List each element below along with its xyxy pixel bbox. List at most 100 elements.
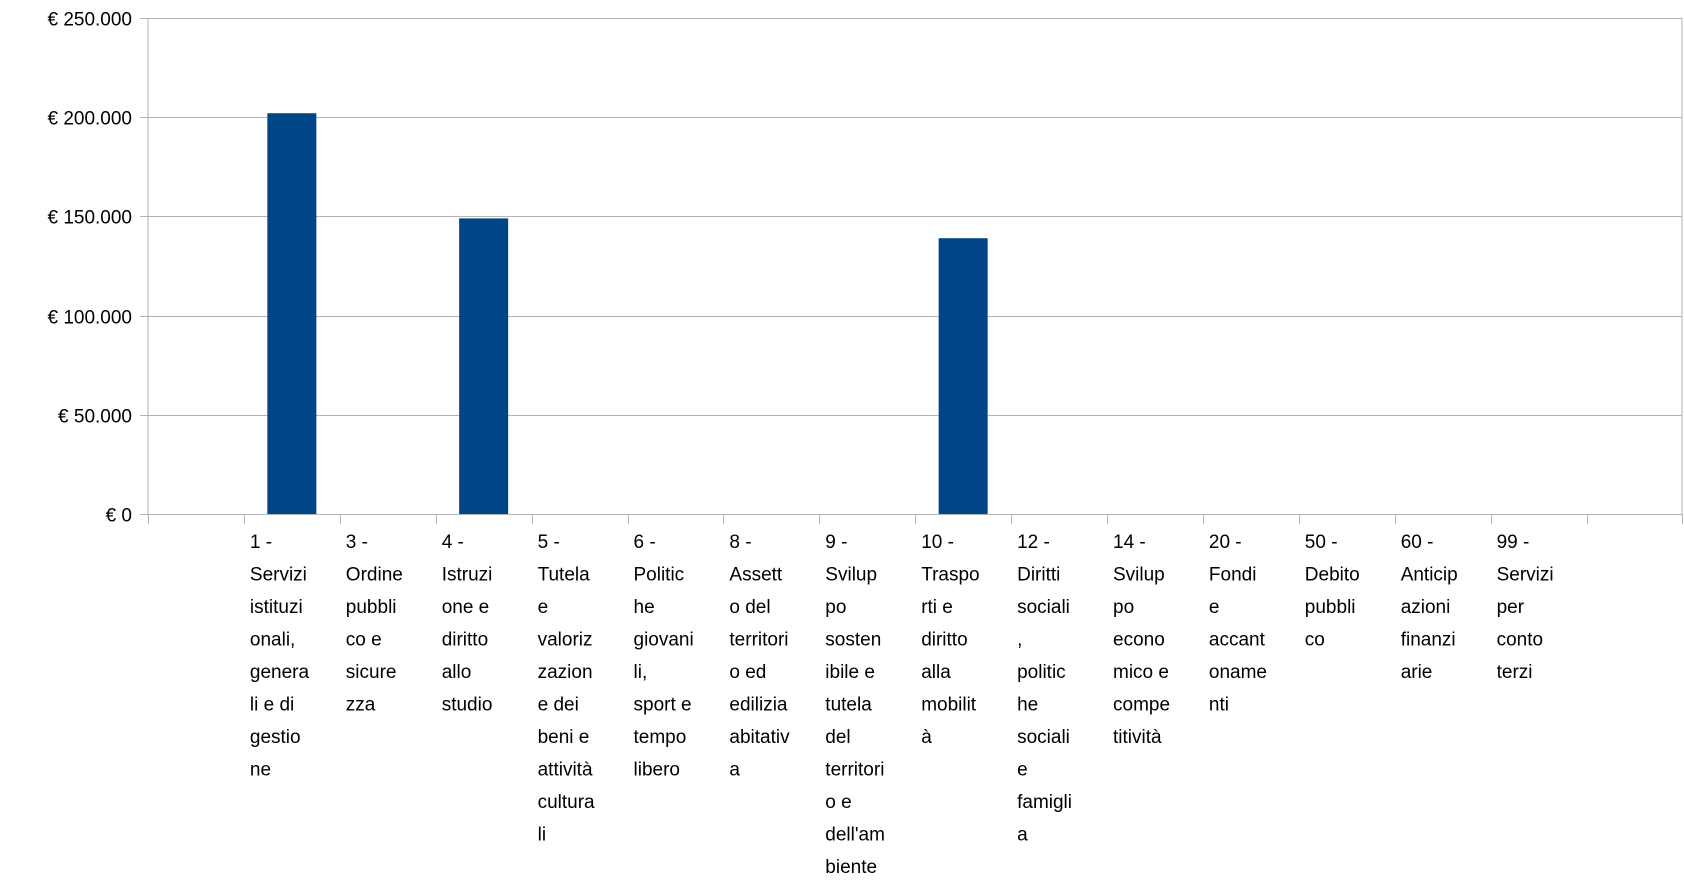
x-category-label-line: 1 -: [250, 532, 272, 553]
x-category-label-line: Svilup: [825, 565, 877, 586]
x-category-label-line: e: [538, 597, 549, 618]
x-category-label-line: Politic: [634, 565, 685, 586]
x-category-label: 8 - Assett o del territori o ed edilizia abita…: [729, 532, 790, 781]
bar: [938, 238, 988, 514]
x-category-label-line: 5 -: [538, 532, 560, 553]
x-category-label-line: per: [1497, 597, 1525, 618]
x-category-label-line: e: [1017, 760, 1028, 781]
x-category-label-line: Istruzi: [442, 565, 493, 586]
x-category-label: 60 - Anticip azioni finanzi arie: [1401, 532, 1458, 683]
x-category-label-line: 3 -: [346, 532, 368, 553]
x-category-label-line: 50 -: [1305, 532, 1338, 553]
x-category-label-line: Diritti: [1017, 565, 1060, 586]
x-category-label-line: e: [1209, 597, 1220, 618]
y-tick-label: € 100.000: [47, 308, 132, 329]
x-category-label: 5 - Tutela e valoriz zazion e dei beni e attivi…: [538, 532, 595, 846]
x-category-label-line: oname: [1209, 662, 1267, 683]
x-category-label-line: sosten: [825, 630, 881, 651]
bar: [267, 113, 317, 515]
x-category-label-line: territori: [729, 630, 788, 651]
x-category-label-line: compe: [1113, 695, 1170, 716]
x-category-label-line: po: [825, 597, 846, 618]
x-category-label-line: libero: [634, 760, 680, 781]
x-category-label-line: he: [634, 597, 655, 618]
x-category-label: 99 - Servizi per conto terzi: [1497, 532, 1554, 683]
y-tick-label: € 250.000: [47, 10, 132, 31]
x-category-label-line: à: [921, 727, 932, 748]
x-category-label-line: arie: [1401, 662, 1433, 683]
x-category-label-line: zazion: [538, 662, 593, 683]
grid: [140, 18, 1682, 515]
x-category-label-line: li: [538, 825, 546, 846]
x-category-label-line: beni e: [538, 727, 590, 748]
x-category-label-line: ne: [250, 760, 271, 781]
x-category-label: 1 - Servizi istituzi onali, genera li e di ges…: [250, 532, 310, 781]
x-category-label-line: terzi: [1497, 662, 1533, 683]
x-category-label-line: politic: [1017, 662, 1066, 683]
x-category-label-line: finanzi: [1401, 630, 1456, 651]
x-category-label-line: Tutela: [538, 565, 591, 586]
x-category-label-line: genera: [250, 662, 310, 683]
x-category-label-line: sociali: [1017, 597, 1070, 618]
x-category-label-line: alla: [921, 662, 951, 683]
x-category-label-line: sociali: [1017, 727, 1070, 748]
x-category-label-line: zza: [346, 695, 376, 716]
x-category-label-line: Servizi: [250, 565, 307, 586]
x-category-label-line: gestio: [250, 727, 301, 748]
x-category-label-line: e dei: [538, 695, 579, 716]
x-category-label-line: co e: [346, 630, 382, 651]
x-category-label-line: tempo: [634, 727, 687, 748]
bar: [459, 218, 509, 514]
x-category-label-line: Fondi: [1209, 565, 1257, 586]
x-category-label-line: Traspo: [921, 565, 979, 586]
x-category-label-line: azioni: [1401, 597, 1451, 618]
x-category-label-line: diritto: [921, 630, 967, 651]
x-category-label-line: mobilit: [921, 695, 977, 716]
x-category-label-line: one e: [442, 597, 490, 618]
x-category-label-line: 12 -: [1017, 532, 1050, 553]
x-category-label-line: Debito: [1305, 565, 1360, 586]
x-category-label-line: titività: [1113, 727, 1162, 748]
x-category-label-line: abitativ: [729, 727, 790, 748]
x-category-label: 20 - Fondi e accant oname nti: [1209, 532, 1267, 716]
x-category-label-line: edilizia: [729, 695, 788, 716]
x-category-label: 3 - Ordine pubbli co e sicure zza: [346, 532, 403, 716]
x-category-label-line: sport e: [634, 695, 692, 716]
x-category-label: 12 - Diritti sociali, politic he sociali e fami…: [1017, 532, 1072, 846]
x-category-label: 4 - Istruzi one e diritto allo studio: [442, 532, 493, 716]
x-category-label-line: territori: [825, 760, 884, 781]
x-category-label-line: o del: [729, 597, 770, 618]
x-category-label-line: o ed: [729, 662, 766, 683]
x-category-label-line: 20 -: [1209, 532, 1242, 553]
x-category-label-line: 10 -: [921, 532, 954, 553]
x-axis-labels: 1 - Servizi istituzi onali, genera li e di ges…: [250, 532, 1554, 878]
x-category-label: 14 - Svilup po econo mico e compe titività: [1113, 532, 1170, 748]
x-category-label-line: Ordine: [346, 565, 403, 586]
x-category-label-line: po: [1113, 597, 1134, 618]
x-category-label: 9 - Svilup po sosten ibile e tutela del territo…: [825, 532, 885, 878]
x-category-label-line: Svilup: [1113, 565, 1165, 586]
x-category-label-line: dell'am: [825, 825, 885, 846]
x-category-label-line: 60 -: [1401, 532, 1434, 553]
x-category-label-line: Servizi: [1497, 565, 1554, 586]
x-axis: [147, 18, 1683, 524]
x-category-label-line: allo: [442, 662, 472, 683]
x-category-label-line: 8 -: [729, 532, 751, 553]
x-category-label-line: o e: [825, 792, 851, 813]
x-category-label-line: 6 -: [634, 532, 656, 553]
x-category-label-line: Assett: [729, 565, 783, 586]
x-category-label-line: 14 -: [1113, 532, 1146, 553]
y-tick-label: € 200.000: [47, 109, 132, 130]
x-category-label-line: mico e: [1113, 662, 1169, 683]
x-category-label-line: valoriz: [538, 630, 593, 651]
y-axis-labels: € 0 € 50.000 € 100.000 € 150.000 € 200.000 € …: [47, 10, 132, 527]
x-category-label-line: a: [1017, 825, 1028, 846]
x-category-label-line: famigli: [1017, 792, 1072, 813]
y-tick-label: € 150.000: [47, 208, 132, 229]
x-category-label-line: pubbli: [1305, 597, 1356, 618]
x-category-label-line: ,: [1017, 630, 1022, 651]
x-category-label-line: econo: [1113, 630, 1165, 651]
y-tick-label: € 0: [106, 506, 132, 527]
x-category-label-line: nti: [1209, 695, 1229, 716]
